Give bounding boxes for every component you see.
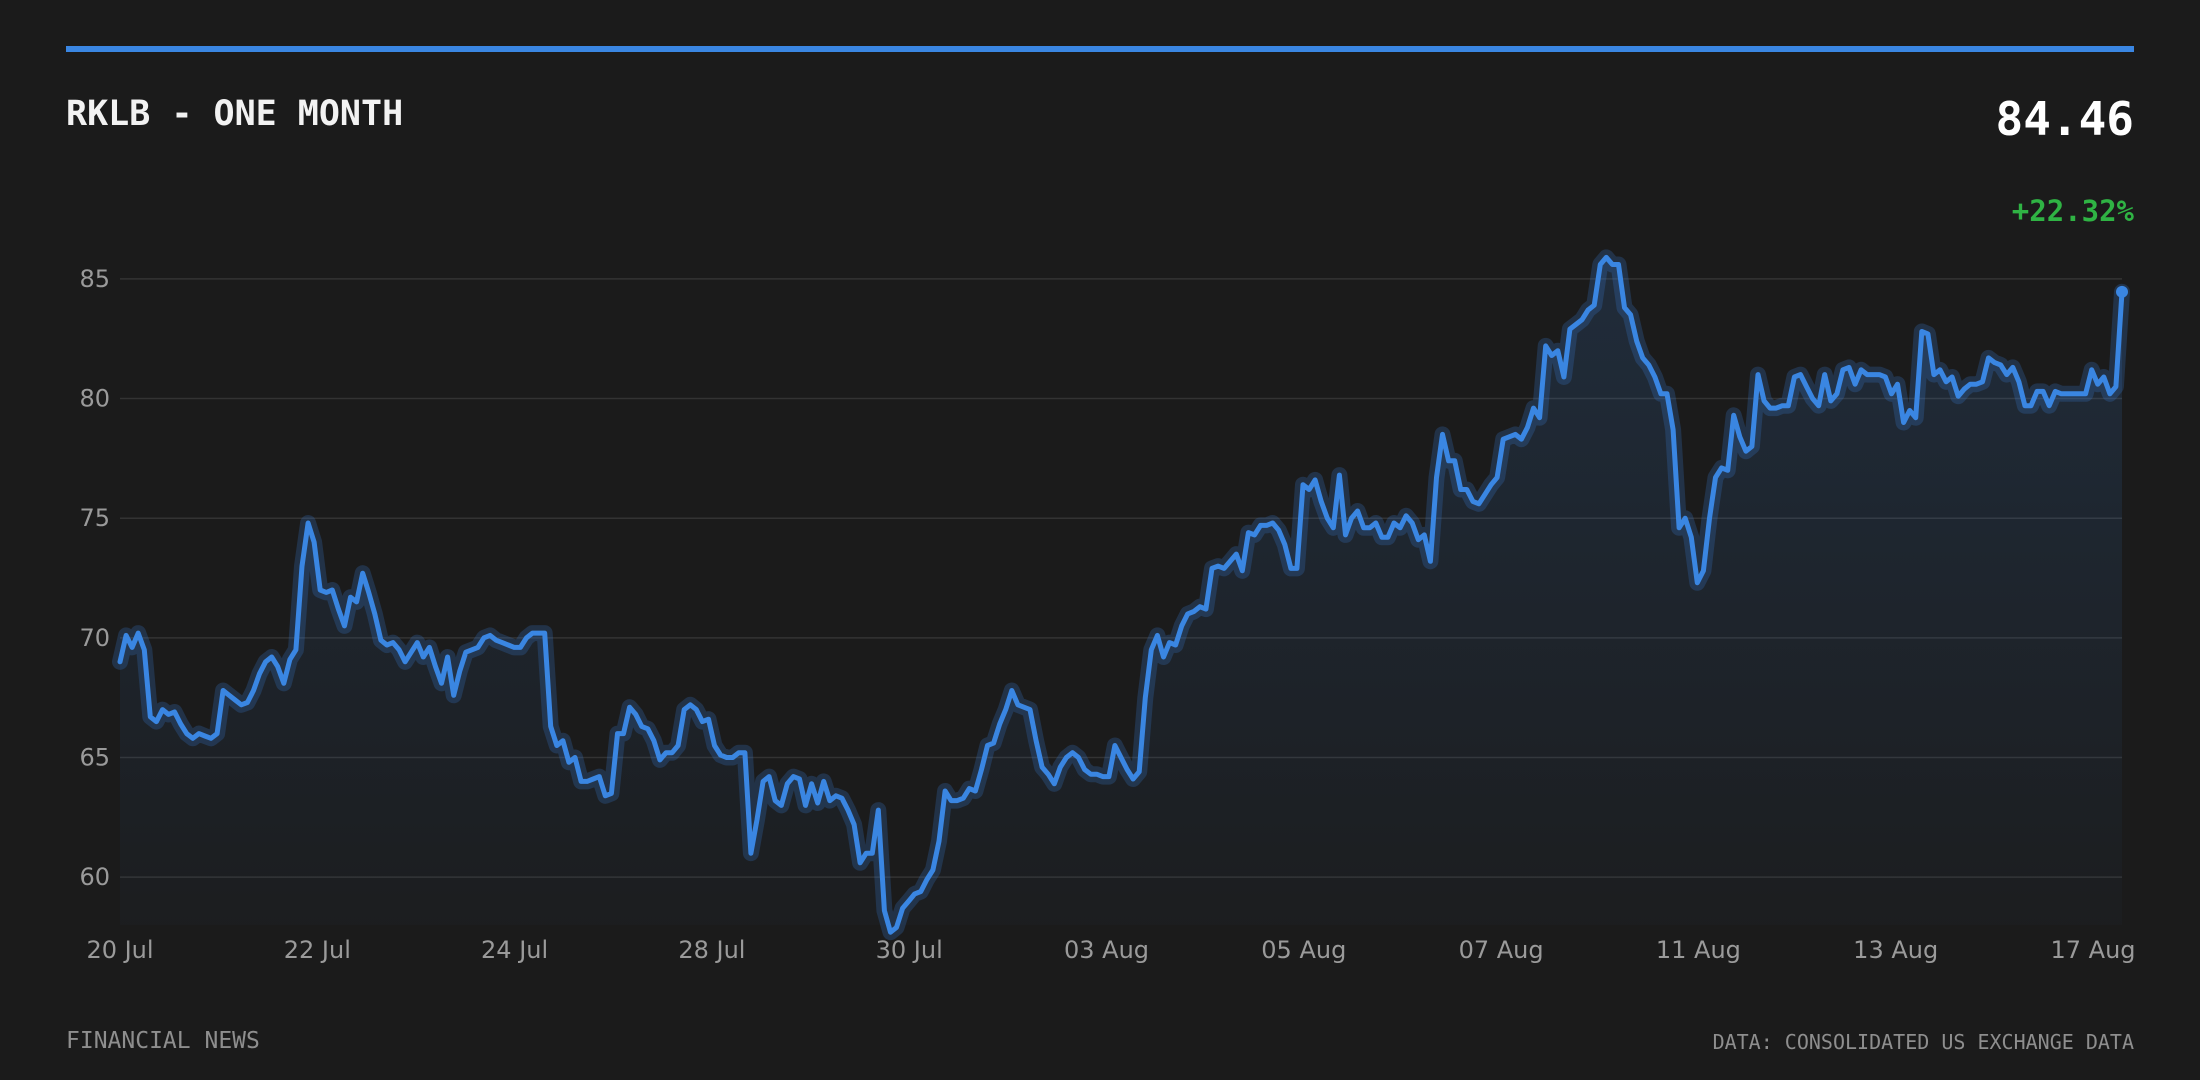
x-tick-label: 11 Aug (1656, 936, 1741, 964)
y-tick-label: 80 (79, 385, 110, 413)
y-tick-label: 75 (79, 504, 110, 532)
price-chart: 60 65 70 75 80 85 20 Jul 22 Jul 24 Jul 28 Jul 30 … (79, 249, 2136, 964)
x-tick-label: 20 Jul (86, 936, 153, 964)
x-tick-label: 24 Jul (481, 936, 548, 964)
top-accent-rule (66, 46, 2134, 52)
price-line (117, 254, 2125, 935)
x-tick-label: 17 Aug (2050, 936, 2135, 964)
price-area-fill (120, 257, 2122, 933)
y-axis: 60 65 70 75 80 85 (79, 265, 110, 891)
chart-title: RKLB - ONE MONTH (66, 94, 404, 134)
y-tick-label: 70 (79, 624, 110, 652)
x-tick-label: 07 Aug (1459, 936, 1544, 964)
x-axis: 20 Jul 22 Jul 24 Jul 28 Jul 30 Jul 03 Aug 05 A… (86, 936, 2135, 964)
last-price: 84.46 (1995, 92, 2134, 146)
x-tick-label: 30 Jul (876, 936, 943, 964)
last-price-point (2116, 285, 2128, 298)
y-tick-label: 65 (79, 743, 110, 771)
data-source: DATA: CONSOLIDATED US EXCHANGE DATA (1712, 1030, 2134, 1054)
source-credit: FINANCIAL NEWS (66, 1028, 260, 1054)
x-tick-label: 28 Jul (678, 936, 745, 964)
x-tick-label: 22 Jul (284, 936, 351, 964)
x-tick-label: 05 Aug (1261, 936, 1346, 964)
x-tick-label: 03 Aug (1064, 936, 1149, 964)
y-tick-label: 85 (79, 265, 110, 293)
price-change: +22.32% (2011, 194, 2134, 228)
x-tick-label: 13 Aug (1853, 936, 1938, 964)
y-tick-label: 60 (79, 863, 110, 891)
